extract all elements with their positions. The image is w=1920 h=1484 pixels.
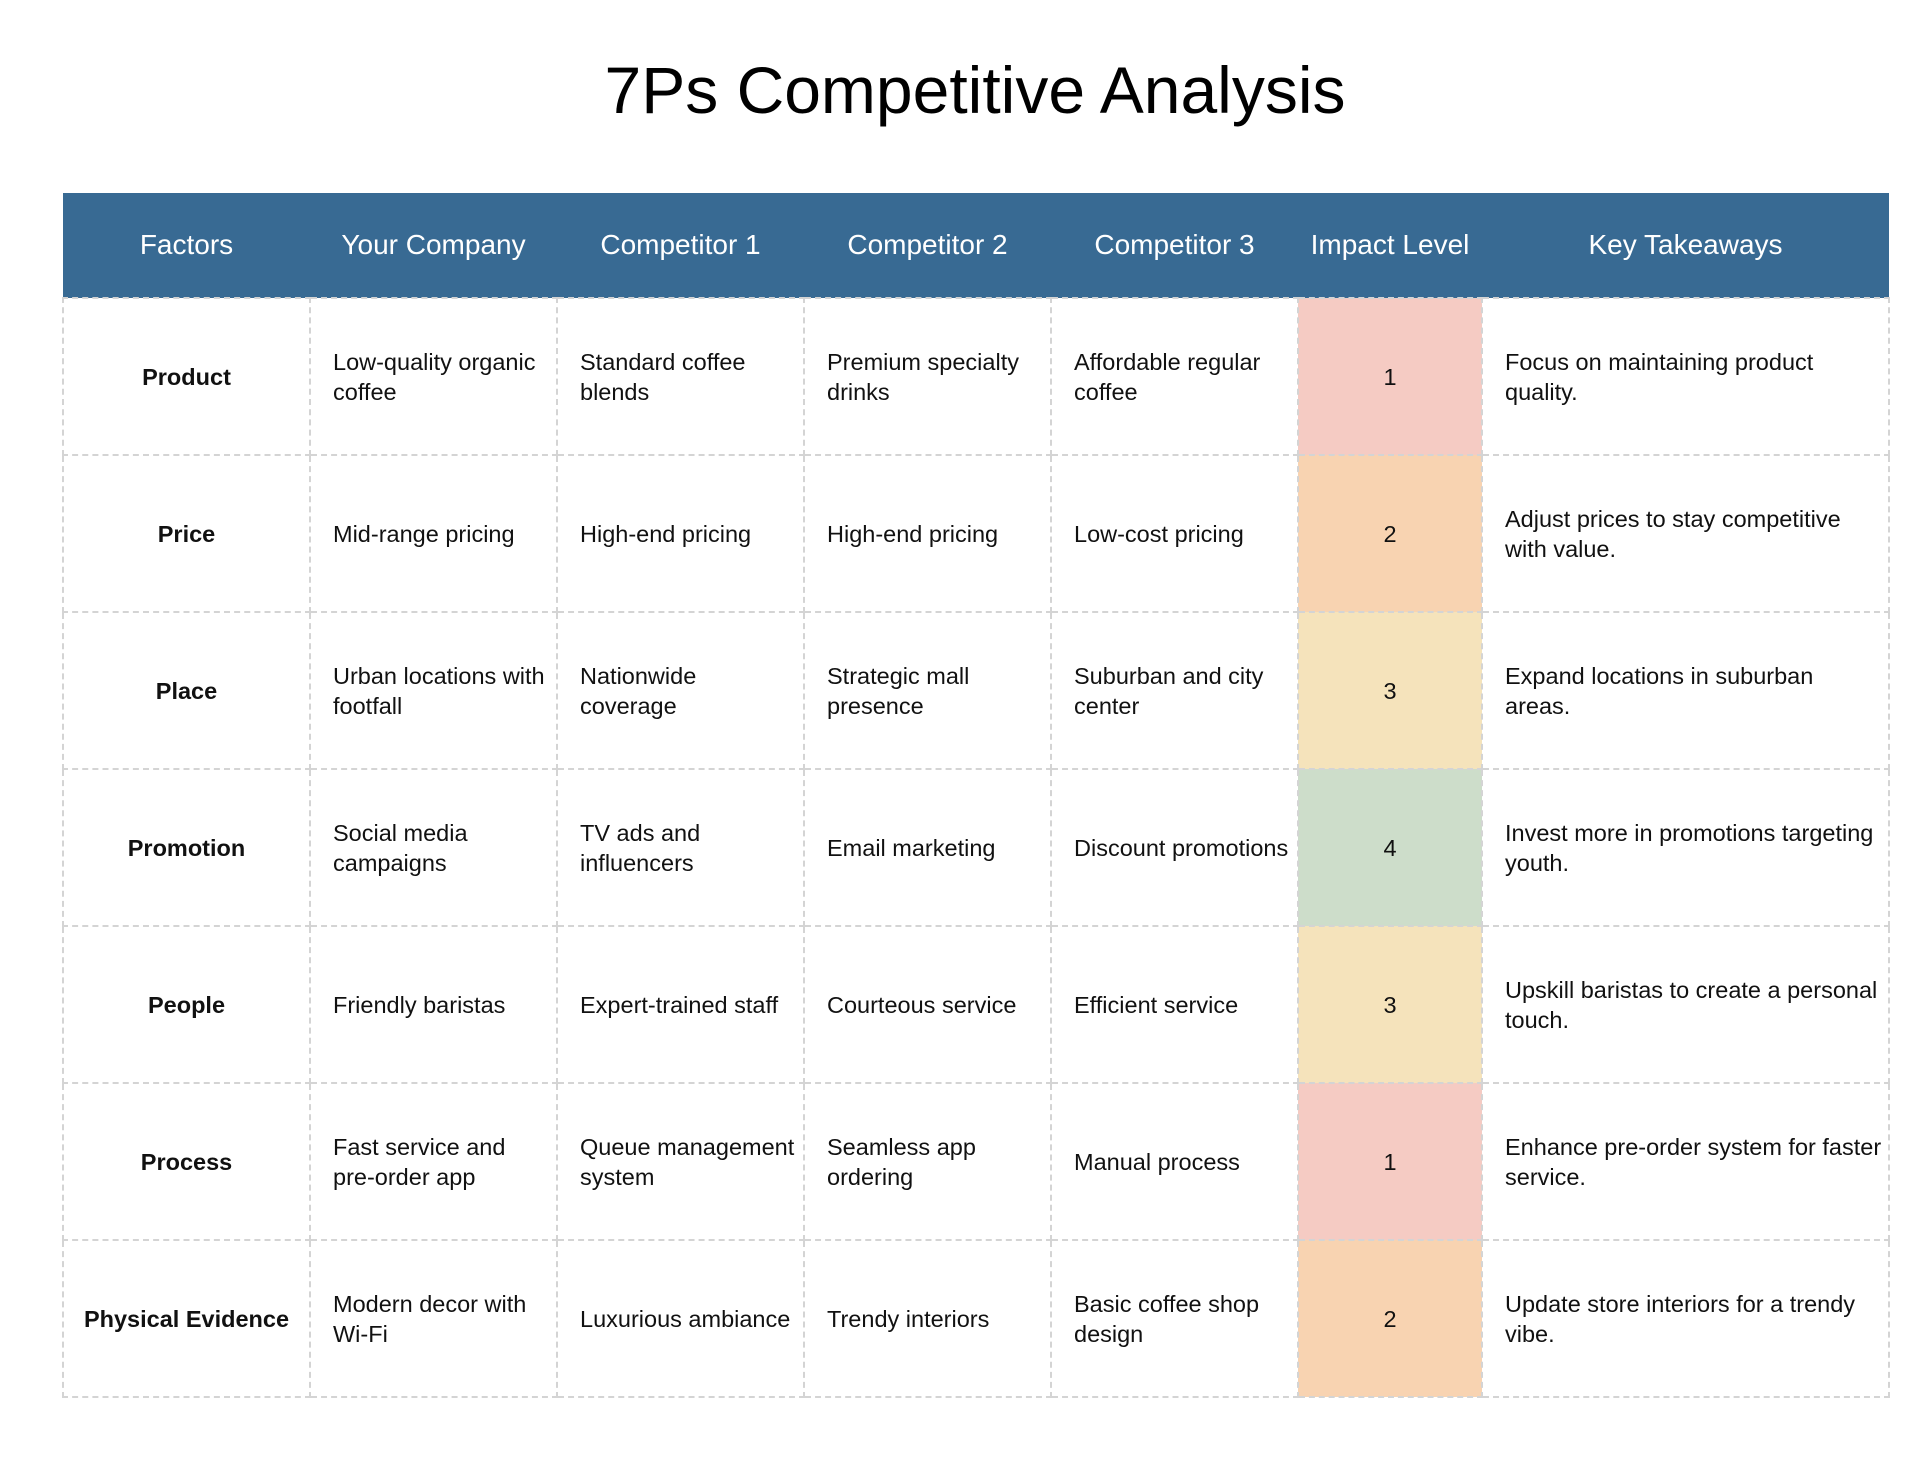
competitor-3-cell: Efficient service [1050,925,1299,1084]
header-row: Factors Your Company Competitor 1 Compet… [63,193,1889,298]
competitor-1-cell: Expert-trained staff [556,925,805,1084]
your-company-cell: Modern decor with Wi-Fi [309,1239,558,1398]
header-your-company: Your Company [310,193,557,298]
your-company-cell: Mid-range pricing [309,454,558,613]
competitor-2-cell: High-end pricing [803,454,1052,613]
key-takeaway-cell: Upskill baristas to create a personal to… [1481,925,1890,1084]
impact-level-cell: 2 [1297,454,1483,613]
competitor-3-cell: Suburban and city center [1050,611,1299,770]
competitor-2-cell: Email marketing [803,768,1052,927]
competitor-3-cell: Affordable regular coffee [1050,297,1299,456]
competitor-2-cell: Trendy interiors [803,1239,1052,1398]
factor-cell: Promotion [62,768,311,927]
factor-cell: Physical Evidence [62,1239,311,1398]
header-competitor-2: Competitor 2 [804,193,1051,298]
factor-cell: Process [62,1082,311,1241]
key-takeaway-cell: Update store interiors for a trendy vibe… [1481,1239,1890,1398]
competitor-1-cell: High-end pricing [556,454,805,613]
competitor-2-cell: Courteous service [803,925,1052,1084]
header-competitor-3: Competitor 3 [1051,193,1298,298]
impact-level-cell: 3 [1297,611,1483,770]
competitor-2-cell: Seamless app ordering [803,1082,1052,1241]
factor-cell: Place [62,611,311,770]
your-company-cell: Fast service and pre-order app [309,1082,558,1241]
competitor-1-cell: TV ads and influencers [556,768,805,927]
competitor-1-cell: Luxurious ambiance [556,1239,805,1398]
impact-level-cell: 2 [1297,1239,1483,1398]
your-company-cell: Low-quality organic coffee [309,297,558,456]
impact-level-cell: 1 [1297,297,1483,456]
page-title: 7Ps Competitive Analysis [604,53,1346,127]
table-row: Process Fast service and pre-order app Q… [62,1082,1890,1241]
header-impact-level: Impact Level [1298,193,1482,298]
competitor-3-cell: Basic coffee shop design [1050,1239,1299,1398]
factor-cell: Product [62,297,311,456]
impact-level-cell: 1 [1297,1082,1483,1241]
impact-level-cell: 4 [1297,768,1483,927]
competitor-1-cell: Standard coffee blends [556,297,805,456]
table-row: Promotion Social media campaigns TV ads … [62,768,1890,927]
table-row: Price Mid-range pricing High-end pricing… [62,454,1890,613]
header-key-takeaways: Key Takeaways [1482,193,1889,298]
competitor-3-cell: Discount promotions [1050,768,1299,927]
key-takeaway-cell: Enhance pre-order system for faster serv… [1481,1082,1890,1241]
table-row: People Friendly baristas Expert-trained … [62,925,1890,1084]
key-takeaway-cell: Focus on maintaining product quality. [1481,297,1890,456]
competitor-1-cell: Queue management system [556,1082,805,1241]
factor-cell: Price [62,454,311,613]
header-factors: Factors [63,193,310,298]
competitor-1-cell: Nationwide coverage [556,611,805,770]
your-company-cell: Urban locations with footfall [309,611,558,770]
key-takeaway-cell: Invest more in promotions targeting yout… [1481,768,1890,927]
factor-cell: People [62,925,311,1084]
impact-level-cell: 3 [1297,925,1483,1084]
competitor-3-cell: Manual process [1050,1082,1299,1241]
key-takeaway-cell: Expand locations in suburban areas. [1481,611,1890,770]
your-company-cell: Friendly baristas [309,925,558,1084]
competitive-analysis-table: Factors Your Company Competitor 1 Compet… [62,193,1890,1398]
key-takeaway-cell: Adjust prices to stay competitive with v… [1481,454,1890,613]
table-row: Product Low-quality organic coffee Stand… [62,297,1890,456]
header-competitor-1: Competitor 1 [557,193,804,298]
competitor-2-cell: Strategic mall presence [803,611,1052,770]
competitor-3-cell: Low-cost pricing [1050,454,1299,613]
your-company-cell: Social media campaigns [309,768,558,927]
competitor-2-cell: Premium specialty drinks [803,297,1052,456]
table-row: Physical Evidence Modern decor with Wi-F… [62,1239,1890,1398]
table-row: Place Urban locations with footfall Nati… [62,611,1890,770]
